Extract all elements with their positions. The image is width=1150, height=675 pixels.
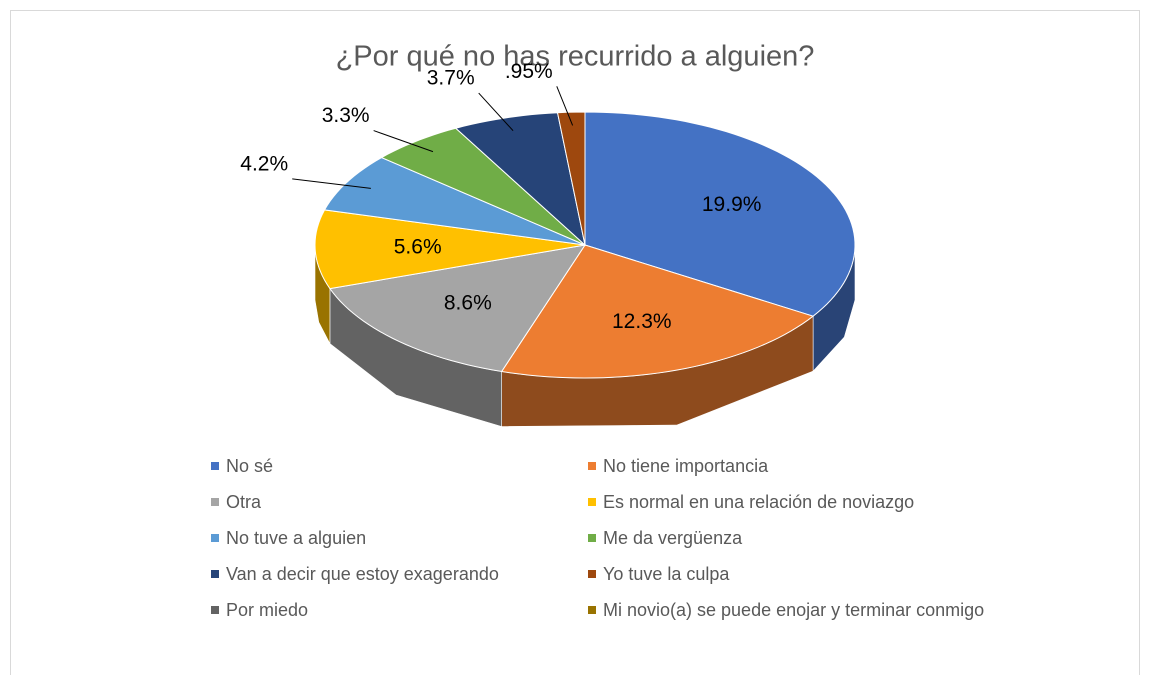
slice <box>323 156 586 246</box>
slice <box>584 111 856 317</box>
legend-label: Otra <box>226 492 262 512</box>
legend-label: Van a decir que estoy exagerando <box>226 564 499 584</box>
data-label: 8.6% <box>444 291 492 314</box>
slice <box>500 244 815 379</box>
legend-swatch <box>588 534 596 542</box>
legend-swatch <box>211 606 219 614</box>
slice <box>314 209 586 290</box>
legend-swatch <box>588 462 596 470</box>
legend-label: Yo tuve la culpa <box>603 564 730 584</box>
legend-label: No sé <box>226 456 273 476</box>
leader-line <box>556 86 574 126</box>
data-label: 3.3% <box>322 104 370 127</box>
data-label: 4.2% <box>240 152 288 175</box>
legend-swatch <box>588 498 596 506</box>
data-label: 19.9% <box>702 193 762 216</box>
slice <box>556 111 586 246</box>
legend-swatch <box>211 498 219 506</box>
legend-swatch <box>211 534 219 542</box>
legend-label: Me da vergüenza <box>603 528 743 548</box>
legend-label: Por miedo <box>226 600 308 620</box>
legend-swatch <box>588 606 596 614</box>
legend-label: Mi novio(a) se puede enojar y terminar c… <box>603 600 984 620</box>
legend-label: No tiene importancia <box>603 456 769 476</box>
legend-swatch <box>588 570 596 578</box>
leader-line <box>478 92 514 132</box>
legend-label: Es normal en una relación de noviazgo <box>603 492 914 512</box>
legend-swatch <box>211 570 219 578</box>
data-label: .95% <box>505 60 553 83</box>
slice <box>380 127 586 246</box>
leader-line <box>373 130 434 153</box>
legend-label: No tuve a alguien <box>226 528 366 548</box>
chart-title: ¿Por qué no has recurrido a alguien? <box>336 41 815 73</box>
data-label: 12.3% <box>612 310 672 333</box>
slice <box>454 112 586 247</box>
data-label: 3.7% <box>427 67 475 90</box>
legend-swatch <box>211 462 219 470</box>
leader-line <box>292 178 371 189</box>
slice <box>329 244 587 373</box>
data-label: 5.6% <box>394 235 442 258</box>
